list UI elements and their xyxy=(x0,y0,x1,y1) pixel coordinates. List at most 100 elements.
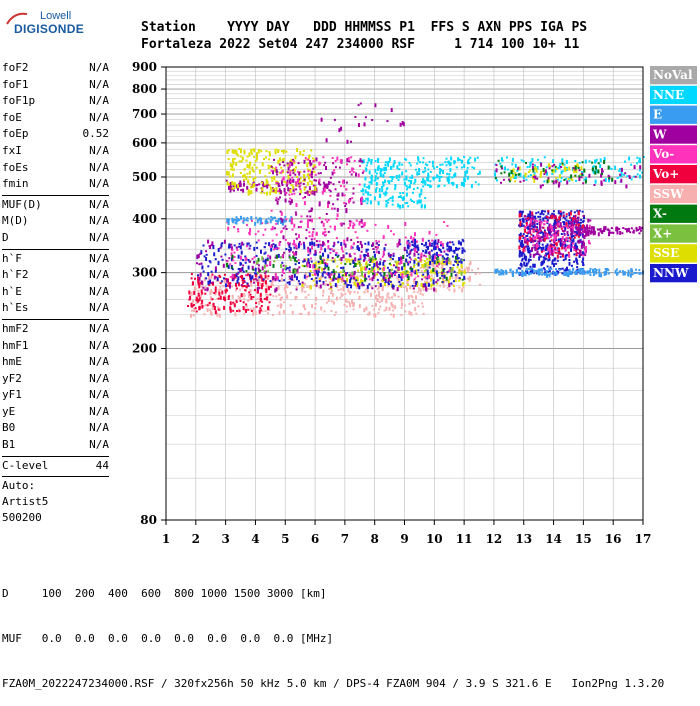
echo-point xyxy=(434,246,437,251)
echo-point xyxy=(345,202,348,205)
echo-point xyxy=(568,253,571,258)
echo-point xyxy=(564,225,567,228)
echo-point xyxy=(271,218,274,221)
echo-point xyxy=(323,231,326,234)
echo-point xyxy=(200,289,203,294)
echo-point xyxy=(524,264,527,267)
echo-point xyxy=(324,266,327,269)
echo-point xyxy=(262,182,265,187)
echo-point xyxy=(417,157,420,162)
echo-point xyxy=(539,231,542,234)
echo-point xyxy=(424,280,426,283)
echo-point xyxy=(547,210,550,213)
echo-point xyxy=(536,269,539,274)
echo-point xyxy=(236,184,238,187)
echo-point xyxy=(638,272,641,275)
echo-point xyxy=(312,228,315,231)
echo-point xyxy=(366,161,369,164)
echo-point xyxy=(408,302,411,305)
echo-point xyxy=(261,284,264,287)
echo-point xyxy=(406,280,409,285)
echo-point xyxy=(231,168,234,171)
echo-point xyxy=(576,252,579,254)
echo-point xyxy=(303,186,306,191)
echo-point xyxy=(330,259,333,262)
echo-point xyxy=(518,253,521,258)
echo-point xyxy=(249,293,252,296)
echo-point xyxy=(235,216,238,219)
echo-point xyxy=(426,277,429,280)
echo-point xyxy=(345,282,348,285)
echo-point xyxy=(288,220,291,222)
echo-point xyxy=(345,211,348,214)
echo-point xyxy=(539,222,542,225)
echo-point xyxy=(390,263,393,266)
echo-point xyxy=(388,272,390,275)
echo-point xyxy=(232,301,235,304)
echo-point xyxy=(440,241,443,246)
echo-point xyxy=(498,273,501,276)
echo-point xyxy=(595,269,598,271)
echo-point xyxy=(201,299,204,304)
echo-point xyxy=(403,247,406,251)
echo-point xyxy=(524,228,527,233)
echo-point xyxy=(355,284,358,287)
echo-point xyxy=(525,178,528,181)
echo-point xyxy=(414,276,417,279)
echo-point xyxy=(280,219,282,224)
echo-point xyxy=(559,180,562,183)
param-name: hmE xyxy=(2,355,22,369)
echo-point xyxy=(525,162,527,164)
echo-point xyxy=(264,228,267,231)
echo-point xyxy=(565,272,568,277)
echo-point xyxy=(577,224,580,227)
echo-point xyxy=(535,252,538,255)
echo-point xyxy=(227,282,230,285)
echo-point xyxy=(553,244,555,247)
echo-point xyxy=(278,163,281,166)
echo-point xyxy=(547,216,550,219)
echo-point xyxy=(557,222,560,225)
echo-point xyxy=(580,218,583,221)
echo-point xyxy=(526,239,528,242)
echo-point xyxy=(227,226,230,231)
echo-point xyxy=(440,168,443,171)
echo-point xyxy=(286,294,289,299)
echo-point xyxy=(277,285,280,290)
echo-point xyxy=(343,202,346,204)
echo-point xyxy=(383,277,386,281)
echo-point xyxy=(278,311,281,316)
echo-point xyxy=(302,179,305,182)
echo-point xyxy=(563,269,566,272)
echo-point xyxy=(193,286,196,291)
x-tick-label: 5 xyxy=(281,532,289,546)
echo-point xyxy=(292,185,295,190)
echo-point xyxy=(287,187,290,192)
echo-point xyxy=(531,224,534,227)
echo-point xyxy=(554,168,557,173)
echo-point xyxy=(396,287,399,292)
echo-point xyxy=(291,278,294,281)
echo-point xyxy=(302,241,305,244)
echo-point xyxy=(397,278,400,283)
echo-point xyxy=(320,221,323,224)
echo-point xyxy=(268,242,271,247)
echo-point xyxy=(397,295,400,298)
echo-point xyxy=(552,159,555,164)
echo-point xyxy=(278,294,281,296)
echo-point xyxy=(536,226,539,229)
echo-point xyxy=(246,163,249,168)
echo-point xyxy=(371,287,374,290)
echo-point xyxy=(353,281,356,286)
echo-point xyxy=(267,254,270,257)
echo-point xyxy=(292,257,295,260)
echo-point xyxy=(281,269,284,274)
echo-point xyxy=(375,188,377,193)
echo-point xyxy=(540,262,543,267)
echo-point xyxy=(286,182,289,187)
echo-point xyxy=(580,176,583,179)
echo-point xyxy=(426,269,429,274)
echo-point xyxy=(624,228,627,231)
echo-point xyxy=(333,314,336,316)
echo-point xyxy=(240,284,243,286)
